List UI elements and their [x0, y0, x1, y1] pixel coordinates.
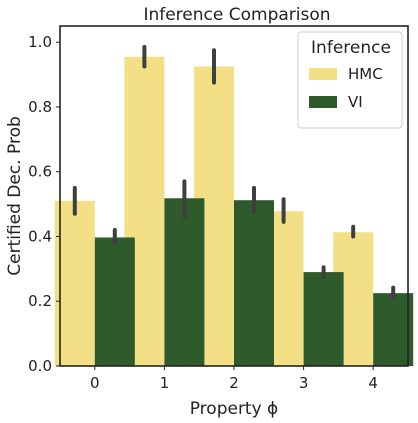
legend-swatch-vi	[309, 96, 337, 108]
y-tick-label: 1.0	[28, 33, 52, 51]
legend: Inference HMC VI	[297, 31, 403, 129]
y-tick-label: 0.6	[28, 163, 52, 181]
chart-title: Inference Comparison	[143, 5, 330, 25]
bar-vi-3	[303, 272, 344, 366]
y-tick-label: 0.0	[28, 357, 52, 375]
bar-vi-2	[234, 200, 274, 366]
y-tick-label: 0.8	[28, 98, 52, 116]
x-tick-label: 2	[229, 374, 239, 392]
legend-title: Inference	[311, 38, 391, 58]
x-tick-label: 3	[299, 374, 309, 392]
bars-layer	[54, 56, 414, 367]
bar-vi-0	[94, 237, 135, 366]
y-tick-label: 0.2	[28, 292, 52, 310]
legend-label-vi: VI	[348, 93, 363, 111]
bar-vi-4	[373, 293, 414, 366]
legend-swatch-hmc	[309, 68, 337, 80]
bar-vi-1	[164, 198, 205, 366]
y-axis-ticks: 0.0 0.2 0.4 0.6 0.8 1.0	[28, 33, 60, 375]
x-axis-ticks: 0 1 2 3 4	[90, 366, 378, 392]
error-bars-layer	[72, 45, 396, 300]
bar-hmc-0	[54, 200, 95, 366]
x-tick-label: 4	[368, 374, 378, 392]
x-tick-label: 0	[90, 374, 100, 392]
legend-label-hmc: HMC	[348, 65, 383, 83]
x-axis-label: Property ϕ	[190, 399, 279, 419]
y-axis-label: Certified Dec. Prob	[5, 116, 25, 276]
x-tick-label: 1	[160, 374, 170, 392]
y-tick-label: 0.4	[28, 227, 52, 245]
